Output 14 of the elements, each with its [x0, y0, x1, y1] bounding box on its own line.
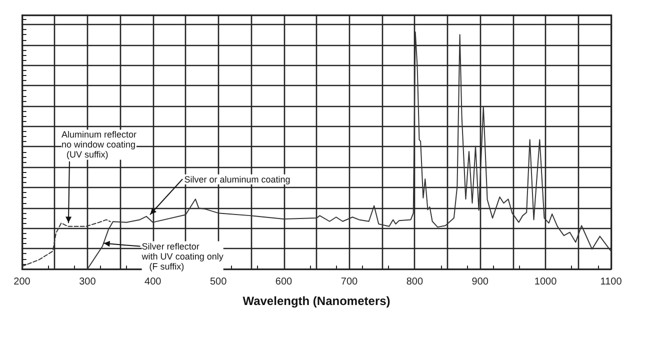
- x-axis-title: Wavelength (Nanometers): [242, 294, 390, 308]
- x-tick-label: 600: [275, 276, 293, 288]
- x-tick-label: 200: [14, 276, 31, 288]
- annotation: Silver reflector with UV coating only (F suffix): [140, 241, 224, 272]
- x-tick-label: 300: [79, 276, 96, 288]
- annotation: Silver or aluminum coating: [184, 174, 290, 184]
- x-tick-label: 400: [144, 276, 162, 288]
- annotation: Aluminum reflector no window coating (UV suffix): [61, 130, 136, 160]
- x-tick-label: 900: [472, 276, 489, 288]
- x-tick-label: 700: [340, 276, 358, 288]
- x-tick-label: 500: [210, 276, 228, 288]
- x-tick-label: 1100: [600, 276, 622, 288]
- x-tick-label: 800: [406, 276, 424, 288]
- x-tick-label: 1000: [534, 276, 558, 288]
